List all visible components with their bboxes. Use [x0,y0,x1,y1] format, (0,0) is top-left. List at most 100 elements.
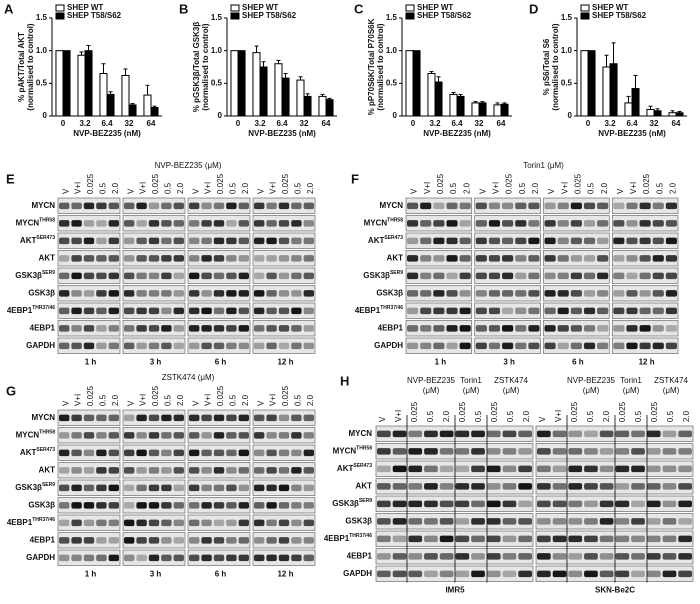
band [599,483,614,490]
band [226,449,237,457]
band [502,500,517,508]
band [557,342,569,350]
row-label: GAPDH [343,569,372,578]
band [377,535,391,543]
row-label: AKTSER473 [368,235,403,245]
band [108,325,119,332]
y-tick-label: 1.5 [211,13,223,22]
band [552,553,567,560]
row-label: GSK3βSER9 [332,498,372,508]
lane-label: 2.0 [111,182,120,194]
band [108,307,119,315]
band [108,272,119,280]
band [424,535,438,543]
band [96,502,107,509]
band [213,554,225,562]
band [502,272,514,280]
band [278,272,290,280]
band [568,553,583,560]
band [148,554,160,562]
group-label: Torin1 [620,376,642,385]
band [583,307,596,315]
lane-label: 0.5 [655,182,664,194]
band [486,483,501,490]
band [96,414,107,422]
band [584,535,598,543]
band [238,554,249,562]
bar [281,77,290,117]
lane-label: 0.5 [518,182,527,194]
band [108,290,119,297]
band [59,484,70,492]
lane-label: 0.025 [410,401,419,422]
band [537,570,551,578]
band [678,518,692,525]
band [291,449,302,457]
band [124,307,135,315]
band [278,414,290,422]
blot-strip [535,425,694,442]
band [201,519,212,527]
band [518,483,532,490]
band [570,237,582,245]
y-tick-label: 0 [43,111,48,120]
protein-name: GSK3β [345,516,372,525]
band [665,220,677,227]
band [173,325,184,332]
band [136,272,147,280]
band [502,237,514,245]
protein-name: 4EBP1 [378,323,404,332]
lane-label: 0.025 [86,385,95,406]
bar [631,88,640,117]
band [136,537,147,544]
band [584,465,598,473]
band [662,500,677,508]
x-tick-label: 32 [300,119,309,128]
band [599,448,614,455]
band [71,502,82,509]
band [433,307,445,315]
band [626,202,638,210]
band [518,535,532,543]
lane-label: 0.025 [151,385,160,406]
band [124,272,135,280]
band [303,414,314,422]
lane-label: 0.5 [164,394,173,406]
band [407,342,419,350]
band [291,414,302,422]
band [392,535,407,543]
band [59,414,70,422]
row-label: GSK3β [28,288,55,297]
band [408,518,423,525]
site: SER9 [359,498,372,504]
protein-name: GAPDH [26,553,55,562]
band [108,537,119,544]
band [71,220,82,227]
protein-name: 4EBP1 [347,551,373,560]
band [515,290,527,297]
bar [456,95,465,117]
band [471,483,485,490]
band [213,519,225,527]
band [173,537,184,544]
band [108,255,119,262]
band [83,432,95,439]
legend-label: SHEP T58/S62 [592,11,647,20]
band [71,414,82,422]
blot-strip [375,530,534,547]
band [678,465,692,473]
band [189,414,200,422]
band [459,272,471,280]
band [266,449,277,457]
band [254,414,265,422]
lane-label: 0.5 [99,394,108,406]
band [392,465,407,473]
band [213,484,225,492]
band [254,202,265,210]
band [613,325,625,332]
band [226,484,237,492]
lane-label: V [256,400,265,406]
band [471,500,485,508]
band [420,307,432,315]
unit-label: (μM) [463,386,480,395]
